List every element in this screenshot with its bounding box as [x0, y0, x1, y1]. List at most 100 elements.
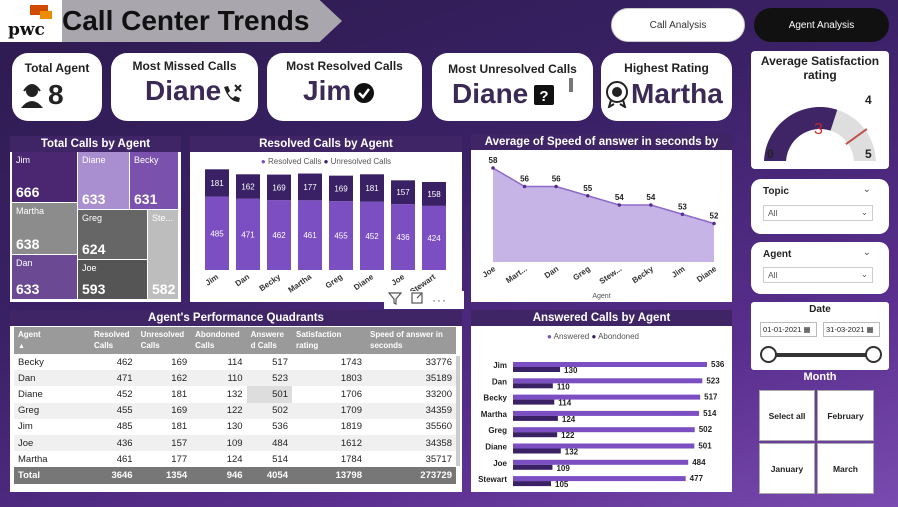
treemap-cell-jim[interactable]: Jim 666	[12, 152, 77, 202]
abandoned-value: 122	[561, 431, 575, 440]
missed-call-icon	[221, 83, 243, 110]
agent-dropdown[interactable]: All ⌄	[763, 267, 873, 283]
date-end-handle[interactable]	[865, 346, 882, 363]
slicer-label: Topic	[763, 186, 789, 197]
table-row[interactable]: Becky 462 169 114 517 1743 33776	[14, 354, 456, 370]
resolved-svg: 485 181 Jim 471 162 Dan 462 169 Becky 461 177 Marth…	[204, 169, 446, 296]
topic-dropdown[interactable]: All ⌄	[763, 205, 873, 221]
kpi-value: Jim	[303, 75, 352, 106]
treemap-cell-greg[interactable]: Greg 624	[78, 210, 147, 259]
answered-value: 502	[699, 425, 713, 434]
answered-bar	[513, 378, 703, 384]
table-cell: 461	[116, 453, 133, 465]
gauge-max: 5	[865, 147, 872, 161]
filter-icon[interactable]	[387, 291, 403, 310]
treemap-cell-stewart[interactable]: Ste... 582	[148, 210, 178, 299]
col-header[interactable]: Answere d Calls	[246, 327, 292, 354]
agent-slicer[interactable]: Agent ⌄ All ⌄	[751, 242, 889, 294]
date-range-track[interactable]	[767, 353, 875, 357]
col-header[interactable]: Unresolved Calls	[136, 327, 192, 354]
table-cell: 181	[171, 388, 188, 400]
table-row[interactable]: Joe 436 157 109 484 1612 34358	[14, 434, 456, 452]
table-cell: 462	[116, 356, 133, 368]
table-row[interactable]: Diane 452 181 132 501 1706 33200	[14, 386, 456, 403]
agent-analysis-button[interactable]: Agent Analysis	[754, 8, 889, 42]
table-cell: 501	[246, 386, 292, 403]
x-tick-label: Becky	[258, 272, 283, 293]
calendar-icon: ▦	[866, 325, 874, 334]
col-header[interactable]: Agent ▲	[14, 327, 90, 354]
treemap-cell-becky[interactable]: Becky 631	[130, 152, 178, 209]
x-tick-label: Greg	[571, 264, 592, 282]
abandoned-bar	[513, 383, 553, 389]
table-cell: 130	[226, 421, 243, 433]
chevron-down-icon[interactable]: ⌄	[862, 184, 871, 195]
resolved-bar	[236, 198, 260, 270]
answered-value: 477	[690, 474, 704, 483]
treemap-value: 638	[16, 236, 40, 252]
call-analysis-button[interactable]: Call Analysis	[611, 8, 745, 42]
table-row[interactable]: Martha 461 177 124 514 1784 35717	[14, 451, 456, 467]
col-header[interactable]: Abondoned Calls	[191, 327, 247, 354]
award-icon	[603, 80, 631, 113]
treemap-label: Joe	[82, 263, 97, 273]
month-january[interactable]: January	[759, 443, 815, 494]
col-header[interactable]: Resolved Calls	[90, 327, 137, 354]
col-header[interactable]: Satisfaction rating	[292, 327, 366, 354]
more-options-icon[interactable]: ···	[432, 293, 447, 307]
date-start-handle[interactable]	[760, 346, 777, 363]
treemap-cell-diane[interactable]: Diane 633	[78, 152, 129, 209]
chevron-down-icon[interactable]: ⌄	[862, 247, 871, 258]
table-cell: 1743	[340, 356, 362, 368]
resolved-value: 436	[396, 233, 410, 242]
table-scrollbar[interactable]	[456, 356, 460, 466]
answered-bar	[513, 427, 695, 433]
kpi-value: Diane	[452, 78, 529, 109]
focus-mode-icon[interactable]	[410, 291, 424, 310]
date-slicer[interactable]: Date 01-01-2021 ▦ 31-03-2021 ▦	[751, 302, 889, 370]
unresolved-bar	[360, 174, 384, 202]
x-tick-label: Jim	[204, 272, 220, 287]
table-total-cell: 1354	[136, 467, 192, 484]
slicer-label: Date	[809, 304, 831, 315]
gauge-value: 3	[814, 121, 823, 138]
chart-legend: ● Answered ● Abondoned	[547, 332, 639, 341]
topic-slicer[interactable]: Topic ⌄ All ⌄	[751, 179, 889, 234]
unresolved-bar	[205, 169, 229, 197]
table-row[interactable]: Greg 455 169 122 502 1709 34359	[14, 402, 456, 419]
month-february[interactable]: February	[817, 390, 874, 441]
table-row[interactable]: Dan 471 162 110 523 1803 35189	[14, 370, 456, 387]
table-cell: 132	[226, 388, 243, 400]
unresolved-bar	[329, 175, 353, 202]
resolved-bar	[422, 205, 446, 270]
treemap-cell-martha[interactable]: Martha 638	[12, 203, 77, 254]
end-date-input[interactable]: 31-03-2021 ▦	[823, 322, 880, 337]
slicer-label: Agent	[763, 249, 792, 260]
table-row[interactable]: Jim 485 181 130 536 1819 35560	[14, 419, 456, 435]
table-cell: Becky	[18, 356, 44, 368]
month-select-all[interactable]: Select all	[759, 390, 815, 441]
answered-bar	[513, 362, 708, 367]
resolved-value: 452	[365, 232, 379, 241]
month-march[interactable]: March	[817, 443, 874, 494]
y-tick-label: Dan	[492, 377, 507, 386]
resolved-bar	[298, 200, 322, 270]
col-header[interactable]: Speed of answer in seconds	[366, 327, 456, 354]
treemap-cell-dan[interactable]: Dan 633	[12, 255, 77, 299]
resolved-value: 471	[241, 230, 255, 239]
table-cell: 523	[246, 370, 292, 387]
speed-point	[554, 184, 558, 189]
title-banner: Call Center Trends	[62, 0, 342, 42]
x-tick-label: Dan	[543, 264, 561, 280]
speed-point	[617, 203, 622, 207]
start-date-input[interactable]: 01-01-2021 ▦	[760, 322, 817, 337]
table-cell: 1612	[292, 434, 366, 452]
answered-value: 501	[698, 442, 712, 451]
speed-svg: 58 Joe 56 Mart... 56 Dan 55 Greg 54 Stew... 54 Beck…	[481, 156, 719, 286]
table-cell: 33776	[425, 356, 452, 368]
treemap-value: 582	[152, 281, 176, 297]
answered-calls-chart: Answered Calls by Agent ● Answered ● Abo…	[471, 310, 732, 492]
treemap-label: Greg	[82, 213, 103, 223]
resolved-calls-chart: Resolved Calls by Agent ● Resolved Calls…	[190, 136, 462, 302]
treemap-cell-joe[interactable]: Joe 593	[78, 260, 147, 299]
